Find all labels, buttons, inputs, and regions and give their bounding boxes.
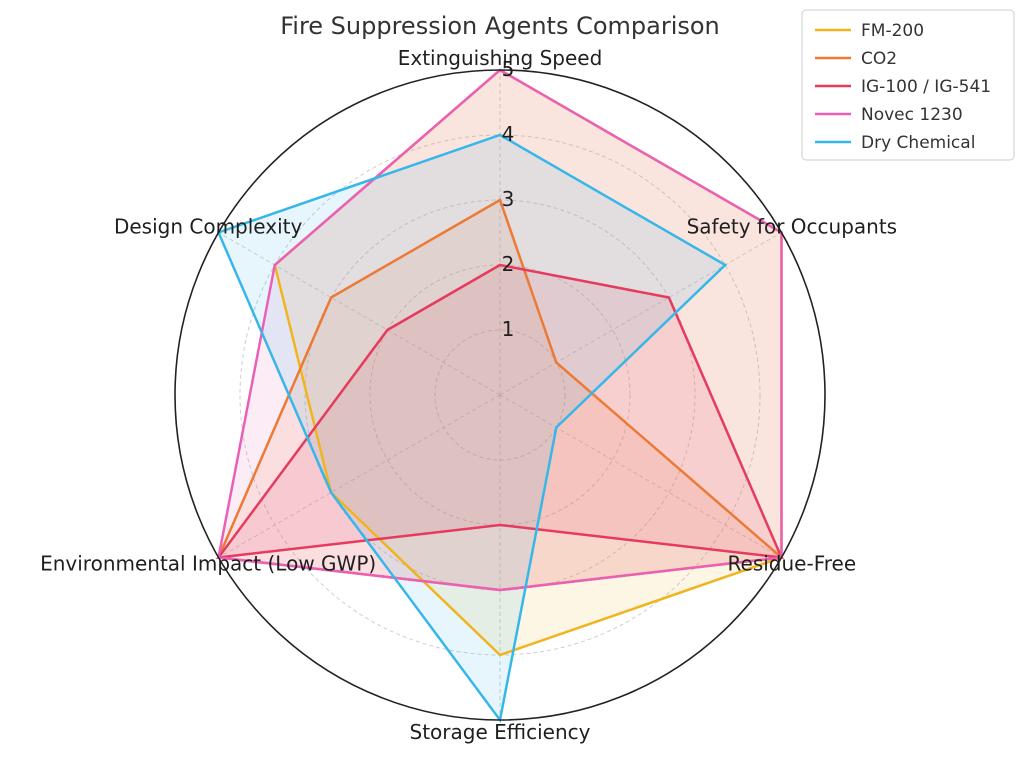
axis-label-storage-efficiency: Storage Efficiency [410, 720, 591, 744]
legend-box [801, 9, 1015, 161]
series-fill-fm-200 [274, 70, 782, 655]
axis-label-safety-for-occupants: Safety for Occupants [687, 215, 898, 239]
series-fill-co2 [218, 200, 782, 590]
chart-title: Fire Suppression Agents Comparison [280, 12, 720, 40]
grid-spoke-environmental-impact-low-gwp [218, 394, 501, 558]
series-fill-ig-100-ig-541 [218, 265, 782, 558]
axis-label-residue-free: Residue-Free [728, 552, 857, 576]
tick-label-2: 2 [502, 252, 515, 276]
grid-spoke-design-complexity [218, 232, 501, 396]
tick-layer: 1 2 3 4 5 [502, 57, 515, 341]
outer-frame-circle [174, 69, 826, 721]
series-fill-dry-chemical [218, 135, 726, 720]
tick-label-5: 5 [502, 57, 515, 81]
axis-label-extinguishing-speed: Extinguishing Speed [398, 46, 603, 70]
legend-label-fm-200: FM-200 [861, 21, 924, 41]
legend-label-ig-100-ig-541: IG-100 / IG-541 [861, 77, 991, 97]
legend-label-novec-1230: Novec 1230 [861, 105, 963, 125]
grid-spoke-safety-for-occupants [499, 232, 782, 396]
series-fill-novec-1230 [218, 70, 782, 590]
legend: FM-200 CO2 IG-100 / IG-541 Novec 1230 Dry Ch… [801, 9, 1015, 161]
grid-spoke-residue-free [499, 394, 782, 558]
tick-label-4: 4 [502, 122, 515, 146]
series-layer [215, 68, 785, 724]
series-line-ig-100-ig-541 [215, 263, 784, 560]
legend-label-dry-chemical: Dry Chemical [861, 133, 975, 153]
legend-label-co2: CO2 [861, 49, 897, 69]
axis-label-layer: Extinguishing Speed Safety for Occupants R… [40, 46, 897, 744]
outer-layer [174, 69, 826, 721]
axis-label-environmental-impact-low-gwp: Environmental Impact (Low GWP) [40, 552, 376, 576]
axis-label-design-complexity: Design Complexity [114, 215, 303, 239]
tick-label-3: 3 [502, 187, 515, 211]
tick-label-1: 1 [502, 317, 515, 341]
